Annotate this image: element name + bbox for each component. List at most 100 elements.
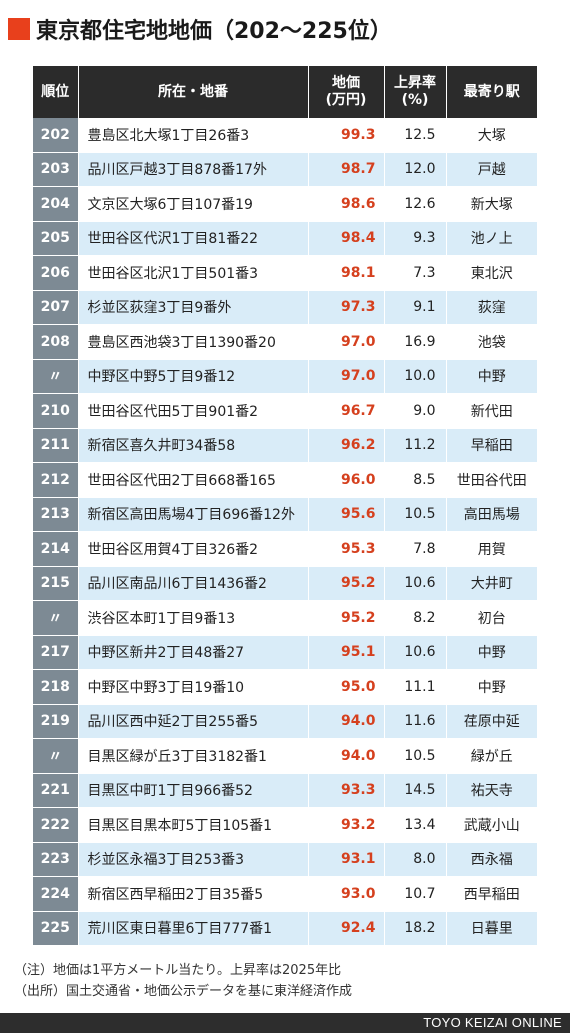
cell-address: 世田谷区用賀4丁目326番2: [78, 531, 309, 567]
cell-address: 目黒区中町1丁目966番52: [78, 773, 309, 808]
table-row: 207 杉並区荻窪3丁目9番外 97.3 9.1 荻窪: [33, 290, 537, 325]
cell-station: 池ノ上: [446, 221, 537, 256]
cell-rank: 225: [33, 911, 79, 946]
cell-address: 中野区新井2丁目48番27: [78, 635, 309, 670]
cell-rate: 10.7: [384, 876, 447, 912]
cell-price: 96.0: [308, 462, 385, 498]
header-rate: 上昇率 (%): [384, 66, 447, 118]
cell-price: 94.0: [308, 738, 385, 774]
cell-rate: 10.6: [384, 635, 447, 670]
table-row: 221 目黒区中町1丁目966番52 93.3 14.5 祐天寺: [33, 773, 537, 808]
table-row: 211 新宿区喜久井町34番58 96.2 11.2 早稲田: [33, 428, 537, 463]
cell-address: 杉並区永福3丁目253番3: [78, 842, 309, 877]
cell-price: 95.2: [308, 600, 385, 636]
cell-rate: 7.3: [384, 255, 447, 291]
table-row: 215 品川区南品川6丁目1436番2 95.2 10.6 大井町: [33, 566, 537, 601]
table-row: 224 新宿区西早稲田2丁目35番5 93.0 10.7 西早稲田: [33, 876, 537, 912]
cell-address: 品川区西中延2丁目255番5: [78, 704, 309, 739]
cell-address: 新宿区高田馬場4丁目696番12外: [78, 497, 309, 532]
cell-price: 93.1: [308, 842, 385, 877]
table-row: 〃渋谷区本町1丁目9番13 95.2 8.2 初台: [33, 600, 537, 636]
cell-station: 荻窪: [446, 290, 537, 325]
cell-address: 目黒区目黒本町5丁目105番1: [78, 807, 309, 843]
cell-rate: 9.1: [384, 290, 447, 325]
cell-price: 94.0: [308, 704, 385, 739]
cell-rank: 224: [33, 876, 79, 912]
cell-price: 99.3: [308, 118, 385, 153]
cell-station: 池袋: [446, 324, 537, 360]
cell-rate: 8.0: [384, 842, 447, 877]
header-station: 最寄り駅: [446, 66, 537, 118]
header-price-unit: (万円): [325, 92, 367, 108]
cell-station: 大塚: [446, 118, 537, 153]
cell-rank: 〃: [33, 738, 79, 774]
table-row: 217 中野区新井2丁目48番27 95.1 10.6 中野: [33, 635, 537, 670]
cell-rank: 217: [33, 635, 79, 670]
cell-rank: 204: [33, 186, 79, 222]
table-row: 222 目黒区目黒本町5丁目105番1 93.2 13.4 武蔵小山: [33, 807, 537, 843]
cell-rate: 18.2: [384, 911, 447, 946]
cell-address: 世田谷区代田5丁目901番2: [78, 393, 309, 429]
cell-price: 98.4: [308, 221, 385, 256]
cell-price: 98.7: [308, 152, 385, 187]
cell-address: 中野区中野5丁目9番12: [78, 359, 309, 394]
cell-station: 新代田: [446, 393, 537, 429]
cell-rate: 14.5: [384, 773, 447, 808]
cell-rank: 208: [33, 324, 79, 360]
table-row: 208 豊島区西池袋3丁目1390番20 97.0 16.9 池袋: [33, 324, 537, 360]
cell-address: 品川区南品川6丁目1436番2: [78, 566, 309, 601]
cell-address: 杉並区荻窪3丁目9番外: [78, 290, 309, 325]
cell-station: 中野: [446, 359, 537, 394]
cell-station: 高田馬場: [446, 497, 537, 532]
table-row: 223 杉並区永福3丁目253番3 93.1 8.0 西永福: [33, 842, 537, 877]
cell-price: 97.0: [308, 359, 385, 394]
cell-station: 早稲田: [446, 428, 537, 463]
cell-rate: 9.3: [384, 221, 447, 256]
cell-rank: 212: [33, 462, 79, 498]
cell-address: 新宿区西早稲田2丁目35番5: [78, 876, 309, 912]
cell-rank: 214: [33, 531, 79, 567]
cell-address: 世田谷区代田2丁目668番165: [78, 462, 309, 498]
cell-price: 98.1: [308, 255, 385, 291]
cell-rank: 206: [33, 255, 79, 291]
cell-station: 荏原中延: [446, 704, 537, 739]
ranking-table: 順位 所在・地番 地価 (万円) 上昇率 (%) 最寄り駅 202 豊島区北大塚1…: [33, 66, 537, 946]
table-row: 202 豊島区北大塚1丁目26番3 99.3 12.5 大塚: [33, 118, 537, 153]
table-row: 203 品川区戸越3丁目878番17外 98.7 12.0 戸越: [33, 152, 537, 187]
table-body: 202 豊島区北大塚1丁目26番3 99.3 12.5 大塚 203 品川区戸越3丁目878…: [33, 118, 537, 946]
cell-price: 98.6: [308, 186, 385, 222]
cell-station: 祐天寺: [446, 773, 537, 808]
cell-rate: 9.0: [384, 393, 447, 429]
cell-station: 西早稲田: [446, 876, 537, 912]
cell-station: 初台: [446, 600, 537, 636]
cell-address: 世田谷区北沢1丁目501番3: [78, 255, 309, 291]
header-price-label: 地価: [332, 75, 360, 91]
cell-station: 世田谷代田: [446, 462, 537, 498]
cell-rank: 〃: [33, 600, 79, 636]
cell-rate: 16.9: [384, 324, 447, 360]
cell-rank: 221: [33, 773, 79, 808]
cell-rate: 7.8: [384, 531, 447, 567]
cell-price: 97.0: [308, 324, 385, 360]
cell-address: 新宿区喜久井町34番58: [78, 428, 309, 463]
cell-address: 目黒区緑が丘3丁目3182番1: [78, 738, 309, 774]
cell-rate: 13.4: [384, 807, 447, 843]
cell-rank: 215: [33, 566, 79, 601]
table-row: 206 世田谷区北沢1丁目501番3 98.1 7.3 東北沢: [33, 255, 537, 291]
cell-rate: 10.0: [384, 359, 447, 394]
cell-rate: 12.6: [384, 186, 447, 222]
table-row: 225 荒川区東日暮里6丁目777番1 92.4 18.2 日暮里: [33, 911, 537, 946]
header-rank: 順位: [33, 66, 79, 118]
table-row: 214 世田谷区用賀4丁目326番2 95.3 7.8 用賀: [33, 531, 537, 567]
cell-station: 新大塚: [446, 186, 537, 222]
cell-rate: 11.6: [384, 704, 447, 739]
table-row: 218 中野区中野3丁目19番10 95.0 11.1 中野: [33, 669, 537, 705]
cell-address: 豊島区西池袋3丁目1390番20: [78, 324, 309, 360]
cell-price: 96.7: [308, 393, 385, 429]
cell-station: 日暮里: [446, 911, 537, 946]
cell-rate: 10.5: [384, 497, 447, 532]
title-text: 東京都住宅地地価（202〜225位）: [36, 19, 392, 44]
cell-price: 93.2: [308, 807, 385, 843]
table-row: 213 新宿区高田馬場4丁目696番12外 95.6 10.5 高田馬場: [33, 497, 537, 532]
cell-address: 文京区大塚6丁目107番19: [78, 186, 309, 222]
